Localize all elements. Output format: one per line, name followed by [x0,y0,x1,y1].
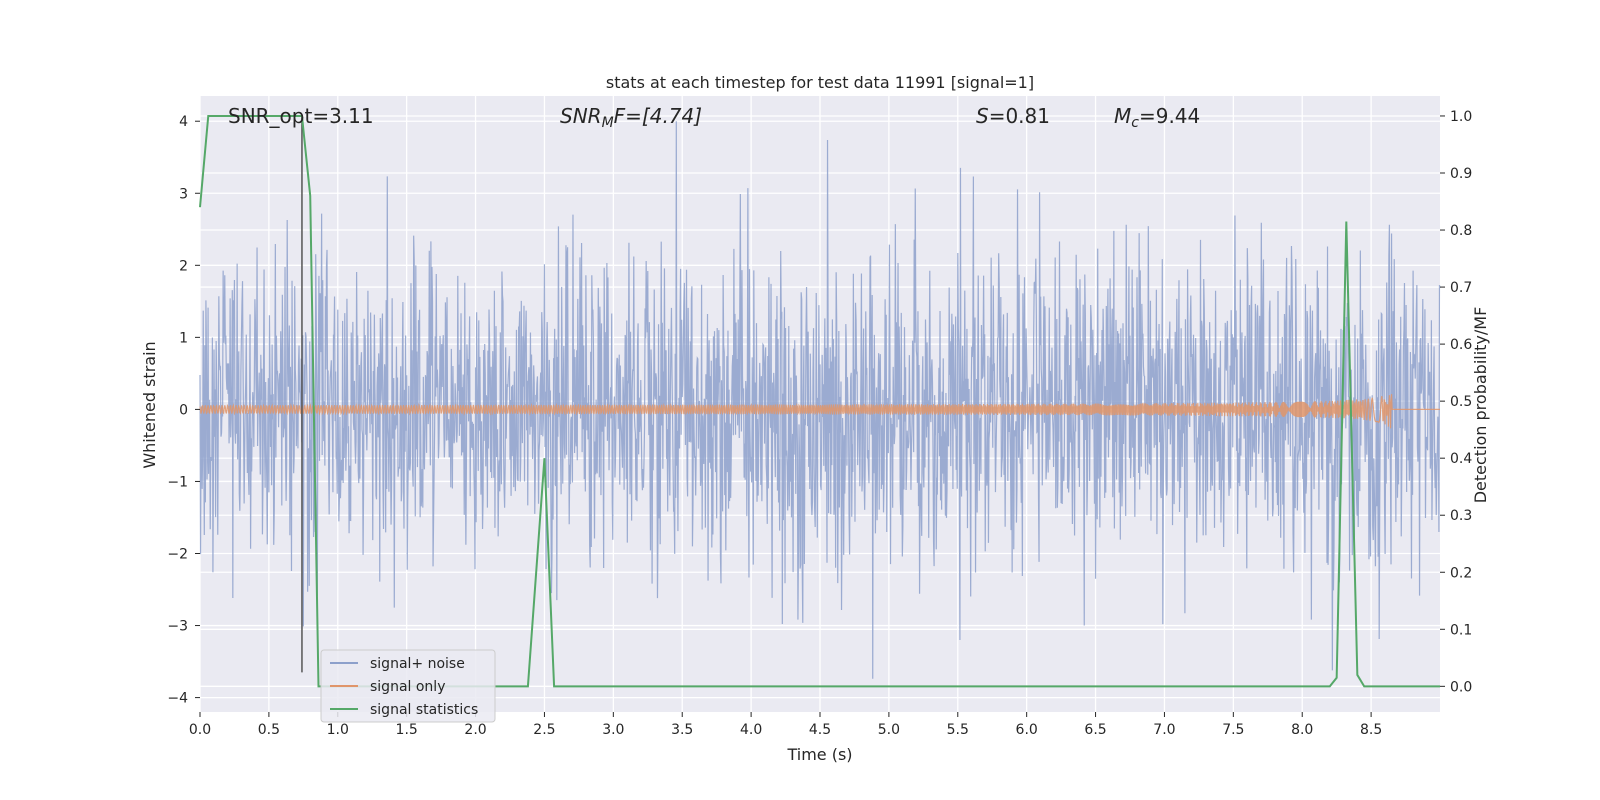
annotation-s: S=0.81 [976,104,1050,128]
legend-label-stats: signal statistics [370,702,478,718]
y2-tick-label: 0.3 [1450,508,1472,524]
y-tick-label: 0 [179,402,188,418]
y-tick-label: 3 [179,186,188,202]
x-tick-label: 7.0 [1153,722,1175,738]
series-signal-noise-line [199,121,1441,679]
x-tick-label: 1.0 [327,722,349,738]
y2-tick-label: 0.4 [1450,451,1472,467]
x-tick-label: 8.5 [1360,722,1382,738]
y-tick-label: 1 [179,330,188,346]
x-axis-label: Time (s) [786,745,852,764]
x-tick-label: 5.5 [947,722,969,738]
y2-tick-label: 0.5 [1450,394,1472,410]
annotation-s-rest: =0.81 [989,104,1050,128]
x-tick-label: 6.0 [1016,722,1038,738]
y-tick-label: −1 [167,474,188,490]
signal-series [199,394,1440,429]
series-signal-only-line [199,394,1440,429]
legend-label-noise: signal+ noise [370,656,465,672]
y2-tick-label: 0.9 [1450,166,1472,182]
annotation-snr-mf: SNRMF=[4.74] [560,104,702,131]
legend-box [320,649,496,723]
annotation-snr-mf-rest: F=[4.74] [614,104,702,128]
ticks: 0.0 0.5 1.0 1.5 2.0 2.5 3.0 3.5 4.0 4.5 5.0 5.5 6.0 6… [167,109,1472,738]
y2-tick-label: 0.0 [1450,679,1472,695]
x-tick-label: 5.0 [878,722,900,738]
legend: signal+ noise signal only signal statist… [320,649,496,723]
x-tick-label: 2.0 [464,722,486,738]
series-signal-statistics-line [199,114,1440,688]
annotation-mc-sub: c [1131,115,1139,131]
y-tick-label: −4 [167,691,188,707]
y2-tick-label: 1.0 [1450,109,1472,125]
chart-title: stats at each timestep for test data 119… [606,73,1034,92]
y2-tick-label: 0.7 [1450,280,1472,296]
x-tick-label: 0.5 [258,722,280,738]
annotation-snr-mf-name: SNR [560,104,602,128]
y-tick-label: −2 [167,546,188,562]
x-tick-label: 7.5 [1222,722,1244,738]
y2-tick-label: 0.8 [1450,223,1472,239]
x-tick-label: 1.5 [396,722,418,738]
annotation-mc: Mc=9.44 [1114,104,1200,131]
y-tick-label: 4 [179,114,188,130]
x-tick-label: 8.0 [1291,722,1313,738]
legend-label-signal: signal only [370,679,445,695]
x-tick-label: 3.5 [671,722,693,738]
y-tick-label: −3 [167,619,188,635]
x-tick-label: 6.5 [1084,722,1106,738]
x-tick-label: 4.5 [809,722,831,738]
annotation-snr-opt: SNR_opt=3.11 [228,104,374,128]
x-tick-label: 2.5 [533,722,555,738]
annotation-mc-rest: =9.44 [1139,104,1200,128]
x-tick-label: 3.0 [602,722,624,738]
x-tick-label: 4.0 [740,722,762,738]
annotation-mc-name: M [1114,104,1131,128]
y2-tick-label: 0.2 [1450,565,1472,581]
annotation-snr-mf-sub: M [602,115,614,131]
x-tick-label: 0.0 [189,722,211,738]
y2-axis-label: Detection probability/MF [1471,307,1490,504]
y-axis-label: Whitened strain [140,341,159,468]
y2-tick-label: 0.6 [1450,337,1472,353]
y2-tick-label: 0.1 [1450,622,1472,638]
annotation-s-name: S [976,104,989,128]
noise-series [199,121,1441,679]
statistics-series [199,114,1440,688]
y-tick-label: 2 [179,258,188,274]
